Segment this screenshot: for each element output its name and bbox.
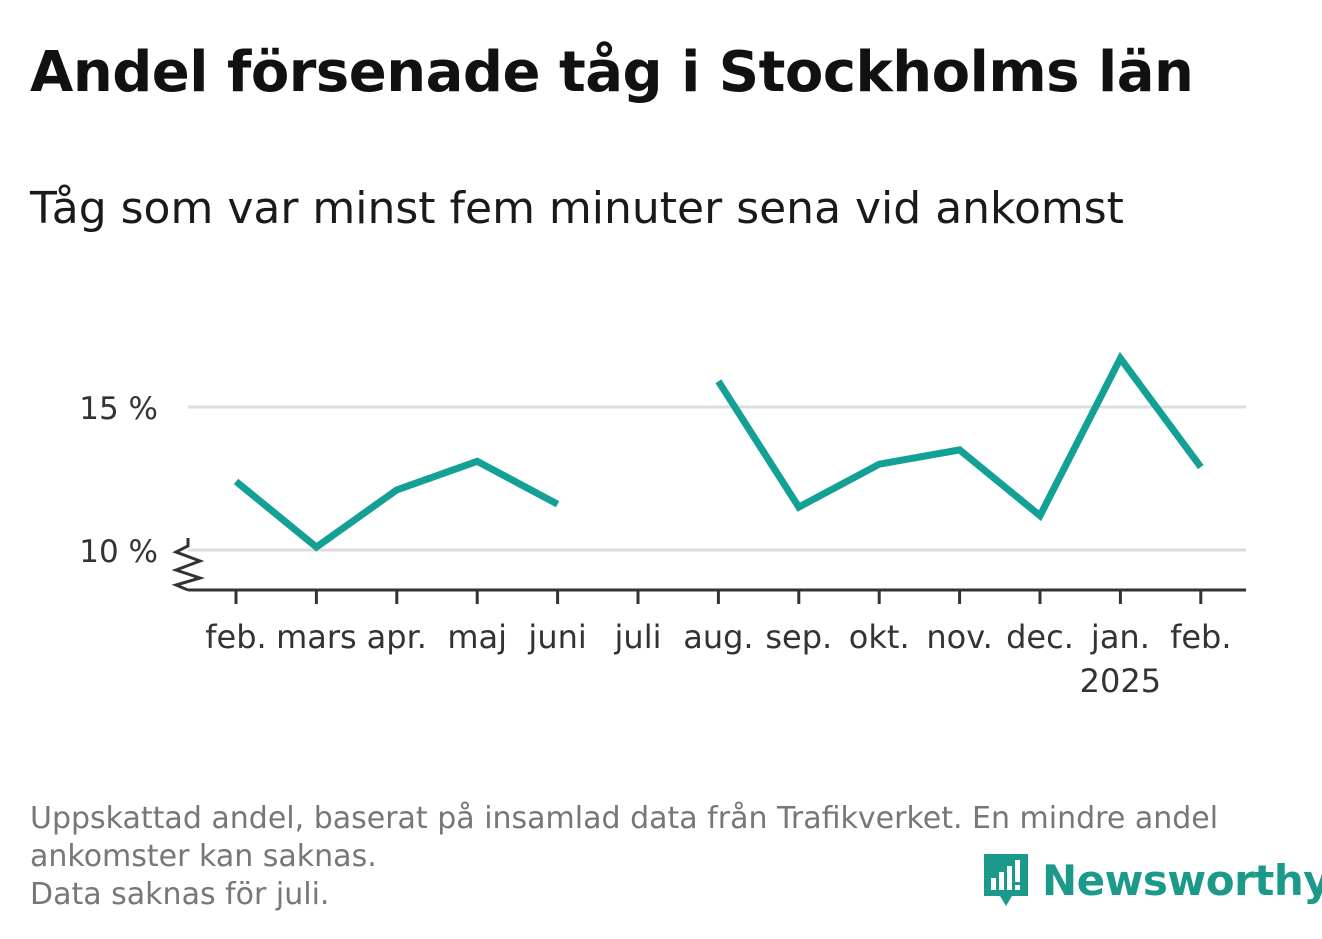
footnote: Uppskattad andel, baserat på insamlad da…: [30, 800, 1280, 914]
x-tick-label: okt.: [849, 618, 910, 656]
x-axis-ticks: feb. mars apr. maj juni juli aug. sep. okt. nov. d…: [205, 590, 1232, 700]
y-axis-break-symbol: [171, 538, 206, 592]
y-axis-ticks: 10 % 15 %: [79, 391, 158, 570]
logo-text: Newsworthy: [1042, 855, 1322, 905]
x-tick-label: jan.: [1090, 618, 1150, 656]
footnote-line-1: Uppskattad andel, baserat på insamlad da…: [30, 801, 1219, 836]
footnote-line-3: Data saknas för juli.: [30, 877, 330, 912]
x-tick-label: apr.: [367, 618, 427, 656]
chart-title: Andel försenade tåg i Stockholms län: [30, 40, 1194, 105]
series-lines: [233, 351, 1204, 552]
x-tick-label: dec.: [1006, 618, 1074, 656]
x-tick-year-label: 2025: [1080, 662, 1161, 700]
series-line-segment: [715, 351, 1204, 522]
series-line-segment: [233, 457, 560, 552]
x-tick-label: mars: [276, 618, 357, 656]
x-tick-label: feb.: [1170, 618, 1231, 656]
x-tick-label: aug.: [683, 618, 753, 656]
x-tick-label: maj: [447, 618, 507, 656]
gridlines: [188, 405, 1246, 552]
x-tick-label: feb.: [205, 618, 266, 656]
chart-subtitle: Tåg som var minst fem minuter sena vid a…: [30, 183, 1124, 234]
y-tick-label: 15 %: [79, 391, 158, 427]
x-axis: [171, 538, 1246, 592]
x-tick-label: juli: [614, 618, 662, 656]
x-tick-label: nov.: [926, 618, 992, 656]
footnote-line-2: ankomster kan saknas.: [30, 839, 377, 874]
newsworthy-logo: Newsworthy: [982, 852, 1322, 908]
y-tick-label: 10 %: [79, 534, 158, 570]
x-tick-label: sep.: [765, 618, 832, 656]
x-tick-label: juni: [527, 618, 586, 656]
newsworthy-logo-icon: [984, 854, 1028, 906]
